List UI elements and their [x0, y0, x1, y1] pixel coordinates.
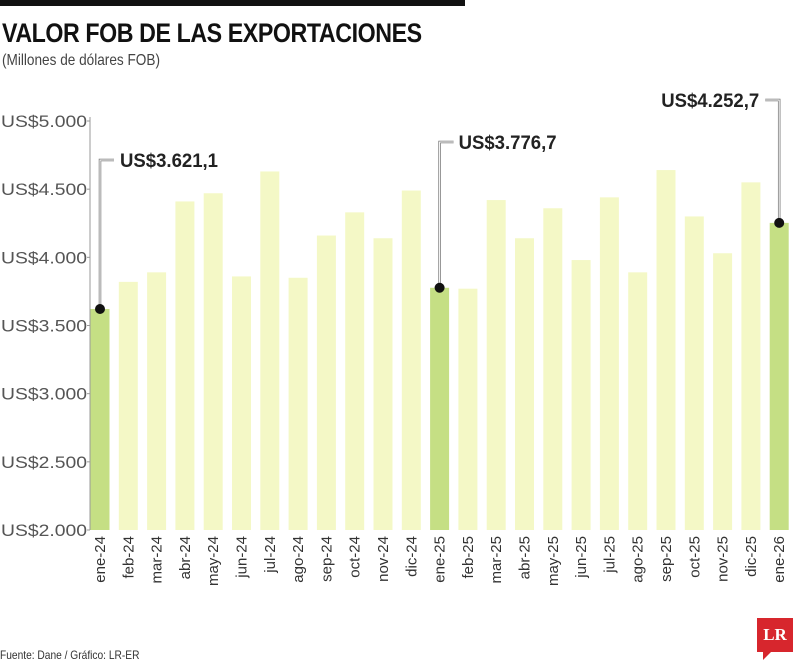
y-tick-label: US$2.000: [1, 521, 87, 540]
x-tick-label: jul-24: [262, 536, 279, 574]
x-tick-label: oct-24: [347, 536, 364, 578]
annotation-marker: [774, 217, 785, 228]
x-tick-label: mar-24: [149, 536, 166, 584]
bar-ene-25: [430, 287, 450, 530]
bar-ago-24: [288, 277, 308, 530]
bar-oct-24: [345, 212, 365, 531]
bar-oct-25: [684, 216, 704, 530]
bar-ago-25: [628, 272, 648, 530]
bar-nov-24: [373, 238, 393, 530]
y-tick-label: US$5.000: [1, 112, 87, 131]
x-tick-label: oct-25: [686, 536, 703, 578]
bar-may-24: [203, 193, 223, 531]
x-tick-label: jul-25: [601, 536, 618, 574]
x-tick-label: nov-25: [715, 536, 732, 582]
annotation-leader: [98, 158, 114, 309]
bar-mar-24: [147, 272, 167, 530]
x-tick-label: ene-25: [432, 536, 449, 583]
x-tick-label: mar-25: [488, 536, 505, 584]
bar-abr-25: [515, 238, 534, 530]
title-rule: [0, 0, 465, 6]
source-note: Fuente: Dane / Gráfico: LR-ER: [0, 648, 140, 662]
x-tick-label: feb-24: [120, 536, 137, 579]
x-tick-label: sep-25: [658, 536, 675, 582]
bar-may-25: [543, 208, 563, 530]
bar-dic-24: [401, 190, 421, 530]
bar-sep-25: [656, 170, 676, 530]
x-tick-label: ene-26: [771, 536, 788, 583]
annotation-leader: [765, 98, 781, 223]
x-tick-label: may-24: [205, 536, 222, 586]
lr-logo: LR: [757, 618, 793, 660]
y-tick-label: US$4.000: [1, 248, 87, 267]
bar-abr-24: [175, 201, 195, 531]
bar-chart: US$5.000 US$4.500 US$4.000 US$3.500 US$3.000…: [1, 91, 789, 586]
x-tick-label: feb-25: [460, 536, 477, 579]
annotation-leader-inner: [765, 99, 780, 223]
bar-jun-24: [232, 276, 251, 530]
bar-dic-25: [741, 182, 761, 530]
bar-jul-25: [599, 197, 619, 530]
y-tick-label: US$4.500: [1, 180, 87, 199]
y-tick-label: US$3.500: [1, 317, 87, 336]
bar-mar-25: [486, 200, 506, 530]
chart-subtitle: (Millones de dólares FOB): [2, 52, 160, 69]
x-tick-label: ene-24: [92, 536, 109, 583]
bar-sep-24: [316, 235, 336, 530]
x-tick-label: dic-24: [403, 536, 420, 577]
x-tick-label: abr-25: [517, 536, 534, 579]
bar-feb-25: [458, 288, 478, 530]
x-tick-label: nov-24: [375, 536, 392, 582]
bar-jun-25: [571, 260, 591, 530]
x-tick-label: may-25: [545, 536, 562, 586]
annotation-marker: [434, 282, 445, 293]
annotation-label: US$3.776,7: [459, 133, 557, 154]
x-tick-label: ago-25: [630, 536, 647, 583]
annotation-marker: [95, 303, 105, 314]
x-tick-label: abr-24: [177, 536, 194, 579]
y-tick-label: US$2.500: [1, 453, 87, 472]
bar-jul-24: [260, 171, 280, 530]
x-tick-label: jun-24: [234, 536, 251, 579]
x-tick-label: dic-25: [743, 536, 760, 577]
bar-ene-26: [769, 222, 789, 530]
annotation-leader-inner: [439, 141, 454, 288]
bar-ene-24: [90, 308, 110, 530]
bar-feb-24: [118, 281, 138, 530]
annotation-label: US$3.621,1: [120, 151, 218, 172]
x-tick-label: sep-24: [318, 536, 335, 582]
chart-title: VALOR FOB DE LAS EXPORTACIONES: [2, 18, 422, 48]
x-tick-label: ago-24: [290, 536, 307, 583]
annotation-leader-inner: [99, 159, 114, 309]
bar-nov-25: [713, 253, 733, 530]
annotation-leader: [438, 140, 454, 288]
y-tick-label: US$3.000: [1, 385, 87, 404]
x-tick-label: jun-25: [573, 536, 590, 579]
annotation-label: US$4.252,7: [661, 91, 759, 112]
